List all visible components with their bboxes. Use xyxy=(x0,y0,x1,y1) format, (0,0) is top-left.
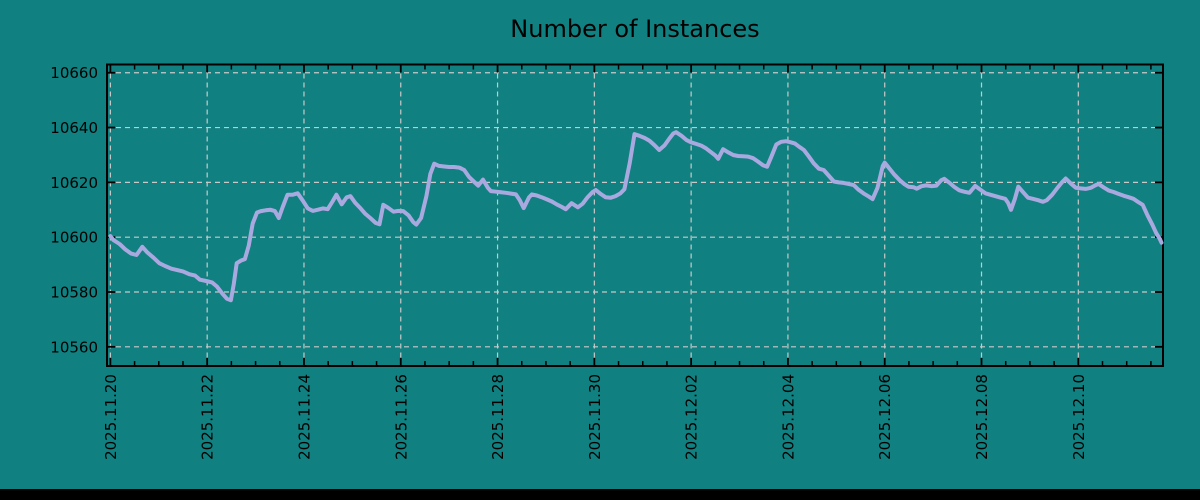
tick-label: 2025.11.20 xyxy=(102,374,120,460)
plot-border xyxy=(106,63,1164,367)
x-axis-tick-labels: 2025.11.20 2025.11.22 2025.11.24 2025.11.26… xyxy=(102,374,1088,460)
tick-label: 2025.11.28 xyxy=(489,374,507,460)
y-axis-tick-labels: 10560 10580 10600 10620 10640 10660 xyxy=(50,64,98,356)
chart-title: Number of Instances xyxy=(510,15,760,43)
tick-label: 2025.12.02 xyxy=(683,374,701,460)
tick-label: 10600 xyxy=(50,229,98,247)
tick-label: 10560 xyxy=(50,338,98,356)
data-line xyxy=(108,130,1164,303)
tick-label: 10620 xyxy=(50,174,98,192)
tick-label: 2025.12.04 xyxy=(779,374,797,460)
axis-ticks xyxy=(107,64,1163,366)
tick-label: 10660 xyxy=(50,64,98,82)
tick-label: 2025.11.22 xyxy=(199,374,217,460)
tick-label: 2025.11.26 xyxy=(392,374,410,460)
tick-label: 10580 xyxy=(50,283,98,301)
tick-label: 10640 xyxy=(50,119,98,137)
tick-label: 2025.11.30 xyxy=(586,374,604,460)
tick-label: 2025.11.24 xyxy=(295,374,313,460)
tick-label: 2025.12.06 xyxy=(876,374,894,460)
bottom-bar xyxy=(0,489,1200,500)
tick-label: 2025.12.08 xyxy=(973,374,991,460)
gridlines xyxy=(107,64,1163,366)
tick-label: 2025.12.10 xyxy=(1070,374,1088,460)
